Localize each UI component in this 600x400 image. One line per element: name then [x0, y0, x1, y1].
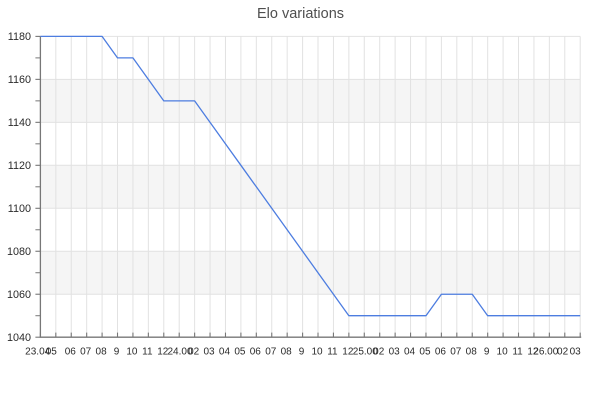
- svg-text:03: 03: [570, 347, 582, 358]
- svg-text:06: 06: [435, 347, 447, 358]
- svg-text:1120: 1120: [8, 160, 31, 172]
- svg-text:1140: 1140: [8, 117, 31, 129]
- svg-text:9: 9: [299, 347, 305, 358]
- svg-text:06: 06: [65, 347, 77, 358]
- svg-text:Elo variations: Elo variations: [257, 6, 344, 22]
- svg-text:08: 08: [466, 347, 478, 358]
- svg-text:1040: 1040: [7, 332, 31, 344]
- svg-text:1180: 1180: [8, 31, 31, 43]
- svg-text:11: 11: [327, 347, 338, 358]
- svg-text:26.00: 26.00: [533, 347, 558, 358]
- svg-text:03: 03: [389, 347, 401, 358]
- svg-text:04: 04: [219, 347, 231, 358]
- svg-text:03: 03: [203, 347, 215, 358]
- svg-text:02: 02: [188, 347, 200, 358]
- svg-text:11: 11: [512, 347, 523, 358]
- svg-text:25.00: 25.00: [353, 347, 378, 358]
- svg-text:02: 02: [373, 347, 385, 358]
- svg-text:11: 11: [142, 347, 153, 358]
- svg-text:23.04: 23.04: [25, 347, 50, 358]
- svg-text:05: 05: [419, 347, 431, 358]
- svg-text:9: 9: [484, 347, 490, 358]
- svg-text:07: 07: [265, 347, 277, 358]
- svg-text:05: 05: [46, 347, 58, 358]
- svg-text:07: 07: [80, 347, 92, 358]
- svg-text:07: 07: [450, 347, 462, 358]
- svg-text:10: 10: [126, 347, 138, 358]
- svg-text:08: 08: [96, 347, 108, 358]
- svg-text:10: 10: [311, 347, 323, 358]
- svg-text:10: 10: [497, 347, 509, 358]
- svg-text:02: 02: [557, 347, 569, 358]
- svg-text:12: 12: [157, 347, 169, 358]
- svg-text:06: 06: [250, 347, 262, 358]
- svg-text:05: 05: [234, 347, 246, 358]
- svg-text:08: 08: [281, 347, 293, 358]
- svg-text:1080: 1080: [7, 246, 31, 258]
- svg-text:12: 12: [527, 347, 539, 358]
- svg-text:1160: 1160: [8, 74, 31, 86]
- svg-text:24.00: 24.00: [167, 347, 192, 358]
- svg-text:1060: 1060: [7, 289, 31, 301]
- svg-text:9: 9: [114, 347, 120, 358]
- svg-text:12: 12: [342, 347, 354, 358]
- svg-text:04: 04: [404, 347, 416, 358]
- svg-text:1100: 1100: [8, 203, 31, 215]
